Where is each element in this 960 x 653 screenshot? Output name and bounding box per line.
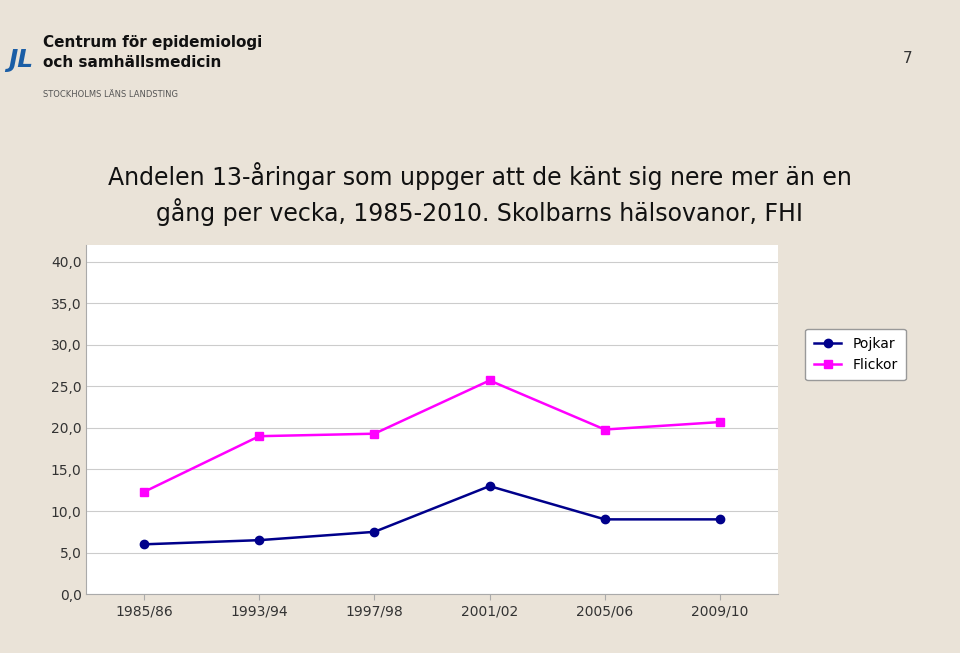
- Text: gång per vecka, 1985-2010. Skolbarns hälsovanor, FHI: gång per vecka, 1985-2010. Skolbarns häl…: [156, 199, 804, 226]
- Text: STOCKHOLMS LÄNS LANDSTING: STOCKHOLMS LÄNS LANDSTING: [43, 90, 179, 99]
- Text: 7: 7: [902, 52, 912, 66]
- Text: Centrum för epidemiologi
och samhällsmedicin: Centrum för epidemiologi och samhällsmed…: [43, 35, 262, 70]
- Legend: Pojkar, Flickor: Pojkar, Flickor: [805, 328, 906, 380]
- Text: JL: JL: [9, 48, 34, 72]
- Text: Andelen 13-åringar som uppger att de känt sig nere mer än en: Andelen 13-åringar som uppger att de kän…: [108, 163, 852, 190]
